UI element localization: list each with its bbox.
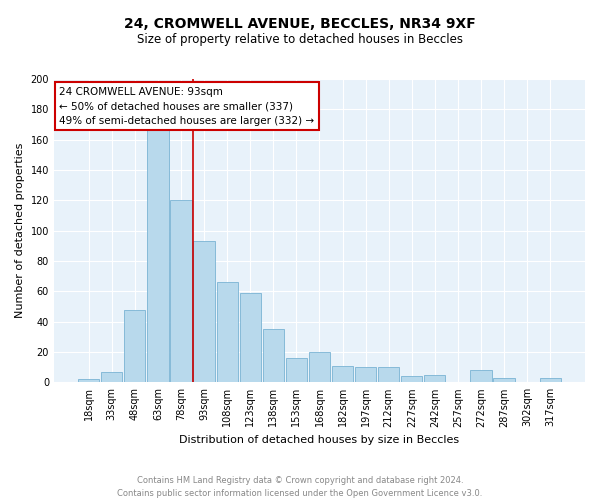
- Y-axis label: Number of detached properties: Number of detached properties: [15, 143, 25, 318]
- Bar: [355, 367, 376, 382]
- Bar: [401, 376, 422, 382]
- Text: 24, CROMWELL AVENUE, BECCLES, NR34 9XF: 24, CROMWELL AVENUE, BECCLES, NR34 9XF: [124, 18, 476, 32]
- Bar: [147, 129, 169, 382]
- Text: Contains HM Land Registry data © Crown copyright and database right 2024.
Contai: Contains HM Land Registry data © Crown c…: [118, 476, 482, 498]
- Text: 24 CROMWELL AVENUE: 93sqm
← 50% of detached houses are smaller (337)
49% of semi: 24 CROMWELL AVENUE: 93sqm ← 50% of detac…: [59, 86, 314, 126]
- X-axis label: Distribution of detached houses by size in Beccles: Distribution of detached houses by size …: [179, 435, 460, 445]
- Bar: [470, 370, 491, 382]
- Bar: [193, 242, 215, 382]
- Bar: [101, 372, 122, 382]
- Bar: [286, 358, 307, 382]
- Bar: [78, 380, 99, 382]
- Bar: [309, 352, 330, 382]
- Bar: [493, 378, 515, 382]
- Bar: [124, 310, 145, 382]
- Bar: [263, 329, 284, 382]
- Bar: [217, 282, 238, 382]
- Bar: [332, 366, 353, 382]
- Text: Size of property relative to detached houses in Beccles: Size of property relative to detached ho…: [137, 32, 463, 46]
- Bar: [239, 293, 261, 382]
- Bar: [424, 374, 445, 382]
- Bar: [539, 378, 561, 382]
- Bar: [170, 200, 191, 382]
- Bar: [378, 367, 400, 382]
